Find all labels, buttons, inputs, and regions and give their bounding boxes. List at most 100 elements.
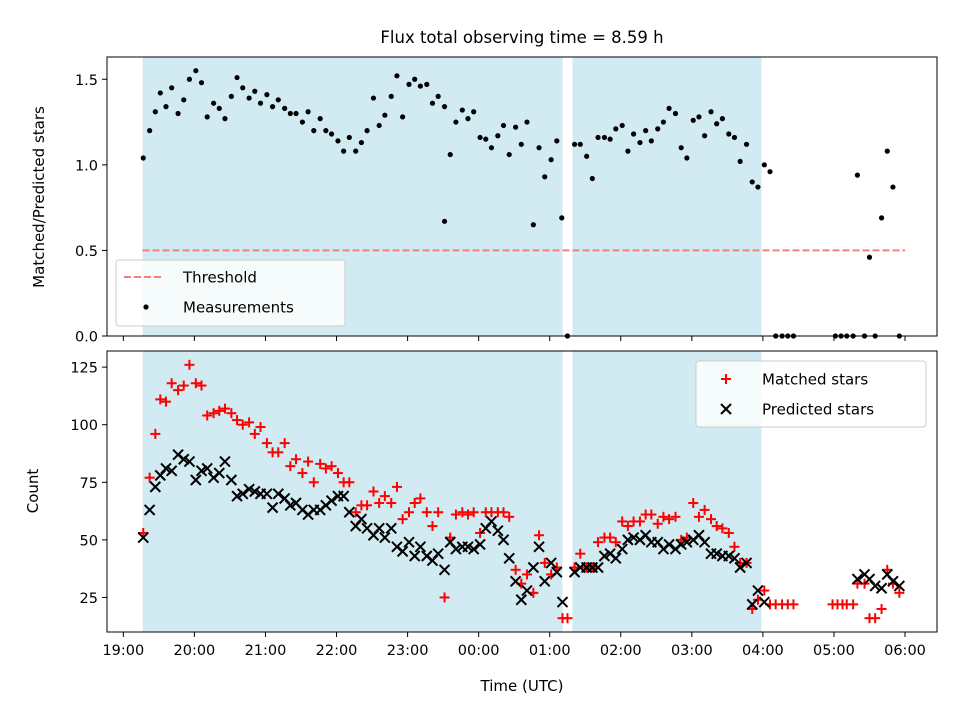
measurement-point	[181, 97, 187, 103]
predicted-star-point	[533, 541, 545, 553]
measurement-point	[412, 76, 418, 82]
predicted-star-point	[663, 538, 675, 551]
measurement-point	[353, 148, 359, 154]
bottom-xtick-label: 22:00	[316, 643, 358, 659]
matched-star-point	[415, 493, 426, 504]
matched-star-point	[688, 498, 699, 509]
measurement-point	[767, 169, 773, 175]
legend-measurement-label: Measurements	[183, 299, 294, 317]
matched-star-point	[332, 468, 343, 479]
matched-star-point	[173, 385, 184, 396]
matched-star-point	[433, 507, 444, 518]
matched-star-point	[397, 514, 408, 525]
matched-star-point	[610, 537, 621, 548]
matched-star-point	[693, 511, 704, 522]
matched-star-point	[729, 541, 740, 552]
matched-star-point	[717, 523, 728, 534]
matched-star-point	[297, 468, 308, 479]
measurement-point	[625, 148, 631, 154]
legend-threshold-label: Threshold	[182, 269, 257, 287]
predicted-star-point	[225, 474, 238, 486]
predicted-star-point	[556, 596, 569, 608]
matched-star-point	[166, 378, 177, 389]
measurement-point	[607, 136, 613, 142]
measurement-point	[317, 116, 323, 122]
matched-star-point	[391, 481, 402, 492]
predicted-star-point	[740, 557, 753, 569]
measurement-point	[630, 131, 637, 137]
matched-star-point	[315, 458, 326, 469]
predicted-star-point	[183, 455, 196, 468]
measurement-point	[601, 134, 608, 141]
measurement-point	[761, 162, 767, 168]
matched-star-point	[196, 380, 207, 391]
measurement-point	[731, 134, 738, 141]
matched-star-point	[279, 438, 290, 449]
matched-star-point	[184, 359, 195, 370]
predicted-star-point	[734, 561, 746, 574]
measurement-point	[884, 148, 890, 154]
matched-star-point	[255, 422, 266, 433]
measurement-point	[890, 184, 896, 190]
predicted-star-point	[149, 481, 162, 493]
matched-star-point	[237, 419, 248, 430]
bottom-legend: Matched stars Predicted stars	[695, 360, 927, 428]
predicted-star-point	[343, 506, 356, 518]
measurement-point	[311, 128, 317, 134]
predicted-star-point	[746, 598, 758, 611]
matched-star-point	[534, 530, 545, 541]
matched-star-point	[593, 537, 604, 548]
bottom-xtick-label: 20:00	[174, 643, 216, 659]
top-y-axis-label: Matched/Predicted stars	[30, 106, 48, 288]
measurement-point	[571, 141, 578, 147]
bottom-ytick-label: 125	[70, 361, 98, 377]
matched-star-point	[226, 408, 237, 419]
predicted-star-point	[728, 552, 741, 565]
measurement-point	[299, 119, 306, 125]
top-shaded-interval	[572, 57, 762, 336]
measurement-point	[169, 85, 175, 91]
measurement-point	[210, 100, 217, 106]
predicted-star-point	[509, 575, 522, 588]
bottom-xtick-label: 21:00	[245, 643, 287, 659]
legend-measurement-swatch	[143, 304, 149, 310]
measurement-point	[866, 254, 873, 260]
matched-star-point	[232, 415, 243, 426]
measurement-point	[234, 74, 240, 81]
predicted-star-point	[137, 531, 149, 544]
matched-star-point	[386, 498, 397, 509]
predicted-star-point	[515, 594, 527, 606]
predicted-star-point	[355, 513, 368, 525]
predicted-star-point	[408, 550, 421, 562]
matched-star-point	[670, 511, 681, 522]
measurement-point	[282, 105, 288, 111]
measurement-point	[252, 88, 258, 94]
measurement-point	[453, 119, 459, 125]
measurement-point	[257, 100, 264, 106]
measurement-point	[643, 128, 649, 134]
predicted-star-point	[627, 531, 640, 544]
measurement-point	[690, 117, 696, 123]
matched-star-point	[457, 507, 468, 518]
predicted-star-point	[266, 501, 279, 514]
matched-star-point	[521, 569, 532, 580]
predicted-star-point	[698, 536, 711, 548]
measurement-point	[269, 104, 276, 110]
matched-star-point	[344, 477, 355, 488]
measurement-point	[714, 121, 720, 127]
bottom-shaded-interval	[142, 351, 563, 632]
bottom-xtick-label: 05:00	[813, 643, 855, 659]
predicted-star-point	[213, 467, 225, 479]
measurement-point	[441, 104, 448, 110]
matched-star-point	[652, 518, 663, 529]
predicted-star-point	[237, 488, 249, 500]
matched-star-point	[219, 403, 230, 414]
measurement-point	[198, 80, 205, 86]
matched-star-point	[155, 394, 166, 405]
matched-star-point	[320, 463, 331, 474]
predicted-star-point	[190, 474, 202, 486]
predicted-star-point	[503, 552, 515, 565]
bottom-ytick-label: 75	[80, 476, 98, 492]
measurement-point	[287, 110, 293, 117]
predicted-star-point	[592, 561, 604, 574]
